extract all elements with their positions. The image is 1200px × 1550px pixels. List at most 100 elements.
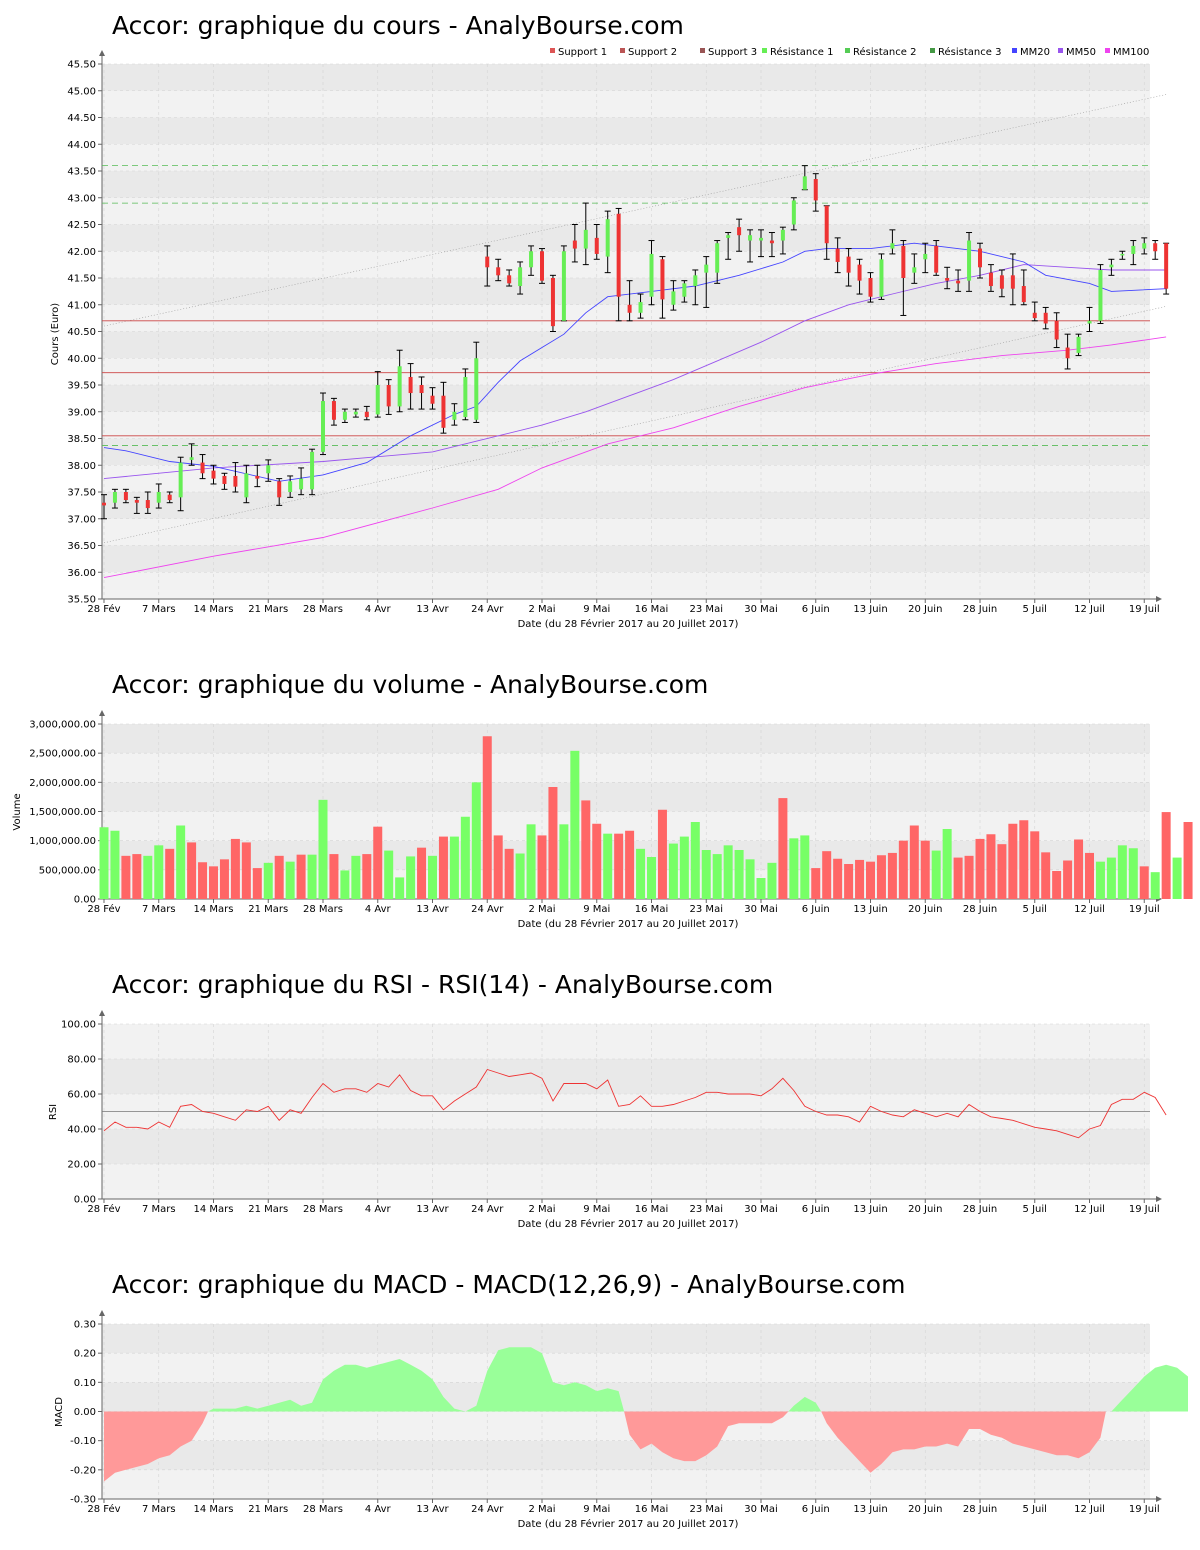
volume-plot-area: 0.00 500,000.00 1,000,000.00 1,500,000.00 2,… bbox=[29, 710, 1193, 915]
legend-label: MM50 bbox=[1066, 47, 1096, 58]
candle-body bbox=[452, 411, 457, 420]
price-y-tick-label: 43.50 bbox=[67, 167, 96, 178]
candle-body bbox=[715, 243, 720, 273]
macd-y-tick-label: -0.20 bbox=[70, 1465, 96, 1476]
channel-upper-line bbox=[103, 94, 1167, 327]
price-y-tick-label: 37.50 bbox=[67, 488, 96, 499]
candle-body bbox=[1065, 347, 1070, 359]
price-y-tick-label: 41.00 bbox=[67, 300, 96, 311]
price-grid-band bbox=[102, 197, 1150, 225]
volume-bar bbox=[1019, 820, 1029, 899]
volume-x-tick-label: 13 Juin bbox=[853, 904, 887, 915]
candle-body bbox=[540, 251, 544, 281]
volume-chart-title: Accor: graphique du volume - AnalyBourse… bbox=[112, 670, 708, 699]
candle-body bbox=[1142, 243, 1147, 249]
price-grid-band bbox=[102, 278, 1150, 305]
candle-body bbox=[934, 245, 939, 273]
volume-bar bbox=[1030, 831, 1040, 899]
candle-body bbox=[507, 275, 512, 284]
volume-bar bbox=[866, 861, 875, 899]
volume-x-tick-label: 23 Mai bbox=[690, 904, 723, 915]
macd-y-tick-label: -0.10 bbox=[70, 1436, 96, 1447]
rsi-x-tick-label: 9 Mai bbox=[583, 1204, 610, 1215]
volume-bar bbox=[1008, 823, 1018, 899]
macd-positive-area bbox=[1105, 1364, 1188, 1412]
volume-bar bbox=[942, 829, 952, 899]
price-x-tick-label: 20 Juin bbox=[908, 604, 942, 615]
volume-bar bbox=[318, 799, 328, 899]
volume-bar bbox=[307, 854, 317, 899]
price-grid-band bbox=[102, 545, 1150, 573]
candle-body bbox=[200, 462, 205, 474]
macd-y-tick-label: -0.30 bbox=[70, 1495, 96, 1506]
candle-body bbox=[1109, 264, 1114, 268]
candle-body bbox=[759, 237, 763, 241]
candle-body bbox=[342, 411, 347, 420]
volume-bar bbox=[767, 862, 777, 899]
volume-bar bbox=[471, 782, 481, 899]
volume-bar bbox=[395, 877, 405, 899]
candle-body bbox=[791, 200, 796, 225]
volume-bar bbox=[241, 842, 251, 899]
volume-bar bbox=[614, 833, 624, 899]
macd-x-tick-label: 28 Fév bbox=[87, 1503, 120, 1515]
legend-swatch bbox=[1058, 48, 1063, 53]
legend-swatch bbox=[845, 48, 850, 53]
volume-bar bbox=[504, 848, 514, 899]
volume-bar bbox=[712, 854, 722, 899]
price-plot-area: 35.50 36.00 36.50 37.00 37.50 38.00 38.50 39.00… bbox=[67, 50, 1170, 615]
price-y-tick-label: 39.00 bbox=[67, 407, 96, 418]
price-x-axis-arrow bbox=[1156, 596, 1162, 602]
price-x-tick-label: 13 Avr bbox=[416, 604, 449, 615]
volume-bar bbox=[406, 856, 416, 899]
price-x-tick-label: 21 Mars bbox=[248, 604, 288, 615]
volume-x-tick-label: 28 Juin bbox=[963, 904, 997, 915]
volume-bar bbox=[1041, 852, 1051, 899]
volume-bar bbox=[701, 850, 711, 899]
macd-y-axis-label: MACD bbox=[54, 1397, 65, 1427]
macd-x-tick-label: 23 Mai bbox=[690, 1504, 723, 1515]
volume-bar bbox=[964, 855, 974, 899]
volume-grid-band bbox=[102, 753, 1150, 783]
rsi-plot-area: 0.00 20.00 40.00 60.00 80.00 100.00 28 Fév 7 Ma… bbox=[61, 1010, 1167, 1215]
legend-swatch bbox=[1105, 48, 1110, 53]
rsi-grid-band bbox=[102, 1024, 1150, 1059]
candle-body bbox=[1120, 253, 1125, 256]
price-y-tick-label: 37.00 bbox=[67, 514, 96, 525]
candle-body bbox=[288, 481, 293, 492]
rsi-y-tick-label: 0.00 bbox=[74, 1195, 96, 1206]
candle-body bbox=[496, 267, 501, 276]
price-grid-band bbox=[102, 331, 1150, 359]
macd-y-tick-label: 0.30 bbox=[74, 1320, 96, 1331]
rsi-x-tick-label: 7 Mars bbox=[142, 1204, 176, 1215]
volume-y-axis-arrow bbox=[99, 710, 105, 716]
volume-bar bbox=[778, 798, 788, 899]
volume-bar bbox=[438, 836, 448, 899]
rsi-x-tick-label: 28 Mars bbox=[303, 1204, 343, 1215]
macd-negative-area bbox=[104, 1411, 208, 1482]
macd-x-tick-label: 20 Juin bbox=[908, 1504, 942, 1515]
volume-bar bbox=[526, 824, 536, 899]
volume-bar bbox=[570, 750, 580, 899]
volume-bar bbox=[263, 862, 273, 899]
rsi-chart: Accor: graphique du RSI - RSI(14) - Anal… bbox=[48, 970, 1167, 1230]
candle-body bbox=[978, 248, 982, 268]
volume-x-axis-label: Date (du 28 Février 2017 au 20 Juillet 2… bbox=[518, 918, 739, 930]
mm100-line bbox=[103, 336, 1167, 579]
volume-bar bbox=[515, 853, 525, 899]
candle-body bbox=[627, 304, 632, 313]
candle-body bbox=[321, 401, 325, 452]
price-x-tick-label: 12 Juil bbox=[1074, 604, 1105, 615]
price-x-tick-label: 13 Juin bbox=[853, 604, 887, 615]
volume-bar bbox=[121, 855, 131, 899]
volume-bar bbox=[154, 845, 164, 899]
volume-x-tick-label: 14 Mars bbox=[194, 904, 234, 915]
price-grid-band bbox=[102, 171, 1150, 198]
rsi-x-tick-label: 4 Avr bbox=[365, 1204, 392, 1215]
rsi-grid-band bbox=[102, 1164, 1150, 1199]
rsi-y-tick-label: 100.00 bbox=[61, 1020, 96, 1031]
volume-bar bbox=[1183, 822, 1193, 899]
candle-body bbox=[550, 278, 555, 327]
legend-label: Résistance 2 bbox=[853, 46, 916, 58]
volume-x-tick-label: 12 Juil bbox=[1074, 904, 1105, 915]
